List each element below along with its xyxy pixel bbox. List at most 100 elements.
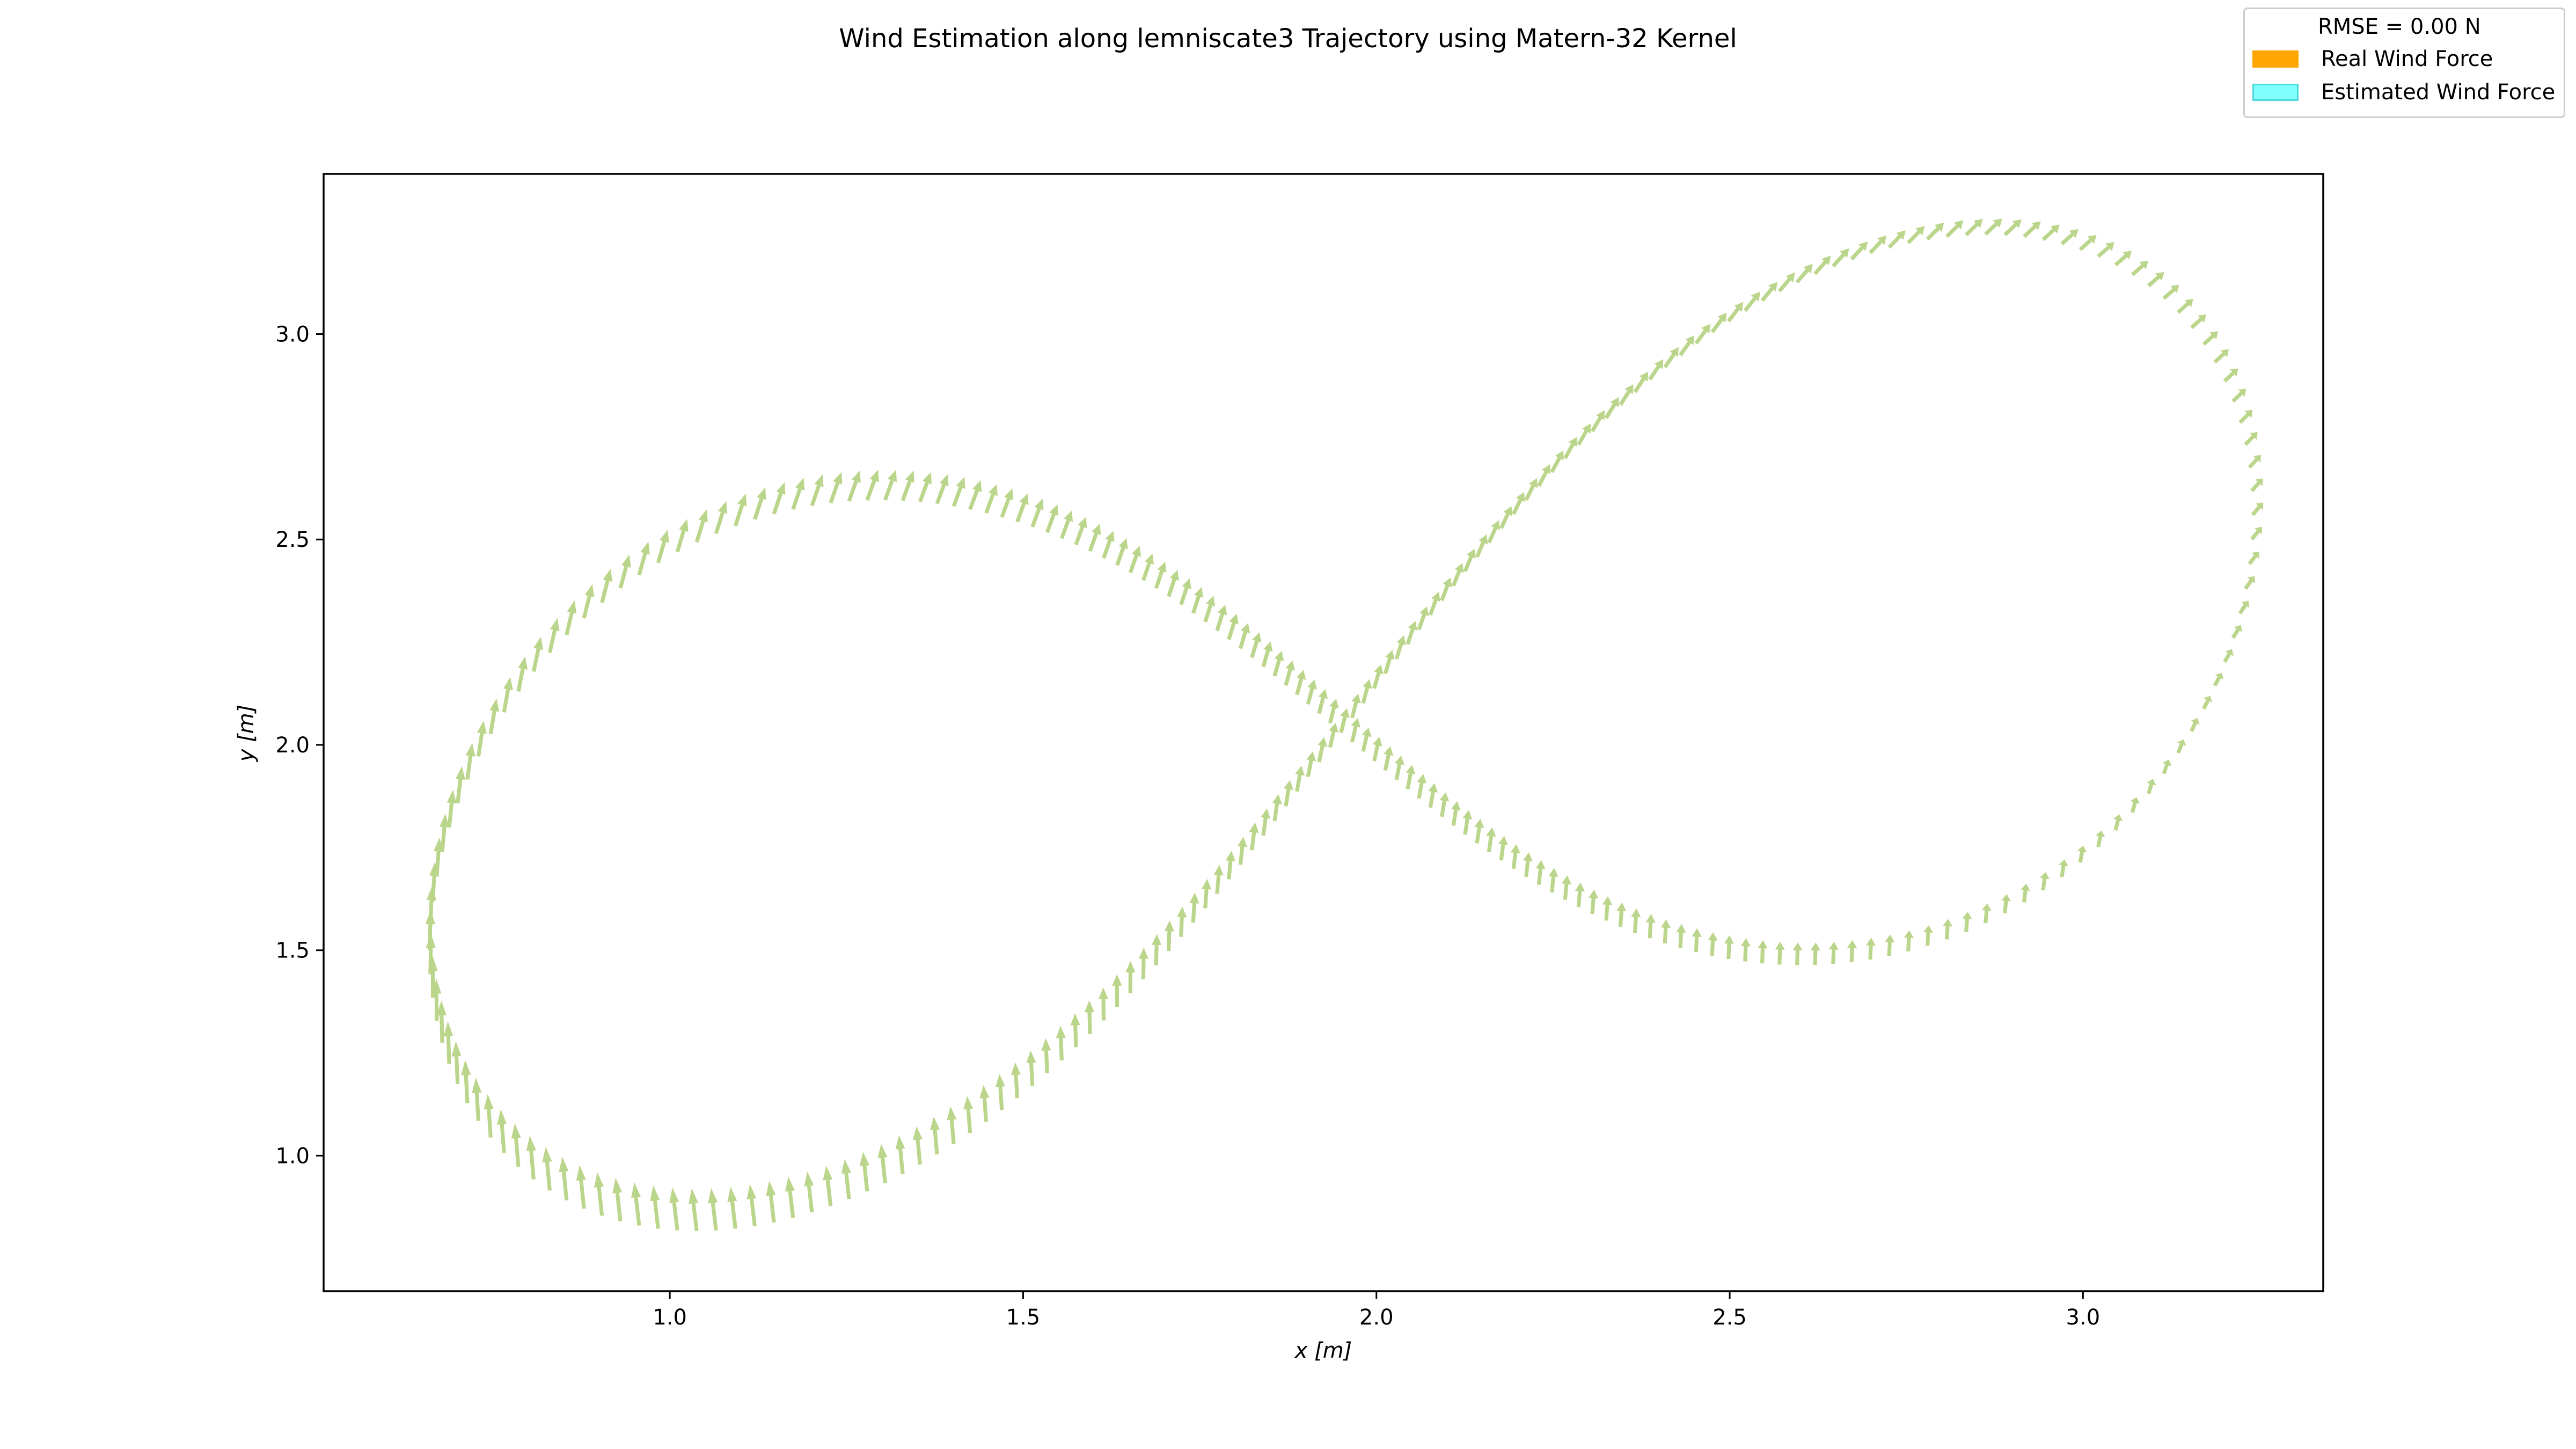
estimated-wind-arrow [1775, 941, 1785, 965]
estimated-wind-arrow [2003, 219, 2022, 237]
estimated-wind-arrow [2231, 625, 2242, 639]
estimated-wind-arrow [1394, 755, 1404, 780]
estimated-wind-arrow [1394, 635, 1406, 660]
estimated-wind-arrow [1141, 553, 1154, 581]
estimated-wind-arrow [2097, 242, 2114, 258]
estimated-wind-arrow [918, 472, 932, 503]
estimated-wind-arrow [1128, 546, 1141, 574]
estimated-wind-arrow [1361, 679, 1372, 704]
estimated-wind-arrow [1512, 492, 1525, 515]
estimated-wind-arrow [2131, 260, 2148, 276]
estimated-wind-arrow [1563, 437, 1577, 459]
estimated-wind-arrow [1462, 810, 1473, 835]
estimated-wind-arrow [979, 1085, 990, 1122]
estimated-wind-arrow [2213, 672, 2224, 687]
estimated-wind-arrow [1832, 248, 1849, 268]
estimated-wind-arrow [576, 1165, 586, 1209]
estimated-wind-arrow [1112, 974, 1122, 1007]
estimated-wind-arrow [502, 677, 513, 713]
estimated-wind-arrow [2130, 797, 2140, 813]
estimated-wind-arrow [2223, 649, 2234, 663]
estimated-wind-arrow [1475, 535, 1488, 558]
x-tick-label: 1.5 [1006, 1305, 1041, 1330]
legend-label-estimated: Estimated Wind Force [2321, 80, 2556, 105]
estimated-wind-arrow [2190, 314, 2206, 330]
estimated-wind-arrow [1011, 1062, 1021, 1099]
estimated-wind-arrow [1317, 689, 1328, 714]
estimated-wind-arrow [1272, 794, 1282, 822]
estimated-wind-arrow [1981, 903, 1992, 924]
estimated-wind-arrow [559, 1157, 569, 1201]
estimated-wind-arrow [1026, 1050, 1036, 1086]
estimated-wind-arrow [1000, 488, 1013, 518]
estimated-wind-arrow [1577, 423, 1591, 446]
estimated-wind-arrow [1810, 942, 1820, 965]
estimated-wind-arrow [791, 478, 805, 510]
y-tick-label: 1.5 [275, 939, 310, 963]
estimated-wind-arrow [930, 1116, 940, 1155]
estimated-wind-arrow [1085, 1000, 1095, 1034]
estimated-wind-arrow [600, 568, 612, 603]
estimated-wind-arrow [488, 698, 500, 735]
estimated-wind-arrow [1486, 827, 1496, 852]
estimated-wind-arrow [1710, 312, 1727, 333]
estimated-wind-arrow [2251, 502, 2264, 516]
estimated-wind-arrow [1139, 947, 1148, 979]
estimated-wind-arrow [1885, 934, 1895, 956]
estimated-wind-arrow [1164, 920, 1174, 952]
estimated-wind-arrow [1850, 241, 1868, 261]
estimated-wind-arrow [1213, 865, 1224, 894]
estimated-wind-arrow [1406, 765, 1416, 789]
estimated-wind-arrow [1562, 875, 1571, 900]
estimated-wind-arrow [456, 766, 465, 804]
estimated-wind-arrow [1463, 548, 1476, 572]
estimated-wind-arrow [1907, 226, 1925, 244]
estimated-wind-arrow [727, 1187, 737, 1229]
estimated-wind-arrow [1676, 924, 1686, 948]
estimated-wind-arrow [2213, 349, 2229, 364]
estimated-wind-arrow [2113, 814, 2123, 831]
estimated-wind-arrow [1227, 613, 1239, 640]
arrow-layer [425, 218, 2264, 1231]
estimated-wind-arrow [772, 482, 786, 515]
rmse-label: RMSE = 0.00 N [2318, 14, 2481, 39]
estimated-wind-arrow [461, 1060, 471, 1103]
estimated-wind-arrow [753, 487, 766, 520]
estimated-wind-arrow [947, 1106, 957, 1144]
estimated-wind-arrow [1295, 670, 1306, 696]
estimated-wind-arrow [1740, 938, 1751, 962]
estimated-wind-arrow [1202, 879, 1212, 909]
estimated-wind-arrow [1339, 708, 1350, 733]
estimated-wind-arrow [877, 1144, 888, 1183]
estimated-wind-arrow [1923, 925, 1933, 946]
estimated-wind-arrow [883, 470, 897, 501]
estimated-wind-arrow [1074, 517, 1087, 545]
estimated-wind-arrow [1869, 235, 1887, 254]
estimated-wind-arrow [1041, 1038, 1051, 1073]
estimated-wind-arrow [847, 470, 861, 502]
estimated-wind-arrow [594, 1172, 604, 1216]
estimated-wind-arrow [1439, 792, 1450, 817]
estimated-wind-arrow [477, 720, 487, 757]
estimated-wind-arrow [1372, 737, 1382, 762]
estimated-wind-arrow [1679, 335, 1695, 356]
estimated-wind-arrow [865, 470, 879, 501]
estimated-wind-arrow [1616, 902, 1627, 927]
estimated-wind-arrow [1537, 464, 1550, 487]
estimated-wind-arrow [2244, 432, 2258, 446]
estimated-wind-arrow [1328, 723, 1338, 748]
estimated-wind-arrow [963, 1096, 974, 1133]
estimated-wind-arrow [1724, 935, 1734, 959]
estimated-wind-arrow [1524, 478, 1538, 501]
estimated-wind-arrow [689, 1188, 699, 1231]
x-axis-label: x [m] [1294, 1338, 1352, 1363]
estimated-wind-arrow [841, 1159, 851, 1199]
estimated-wind-arrow [2060, 229, 2079, 246]
estimated-wind-arrow [766, 1181, 776, 1223]
estimated-wind-arrow [1417, 606, 1429, 631]
y-tick-label: 2.5 [275, 528, 310, 552]
estimated-wind-arrow [637, 541, 650, 576]
estimated-wind-arrow [1238, 837, 1247, 865]
estimated-wind-arrow [612, 1177, 623, 1221]
real-wind-swatch [2252, 50, 2299, 68]
